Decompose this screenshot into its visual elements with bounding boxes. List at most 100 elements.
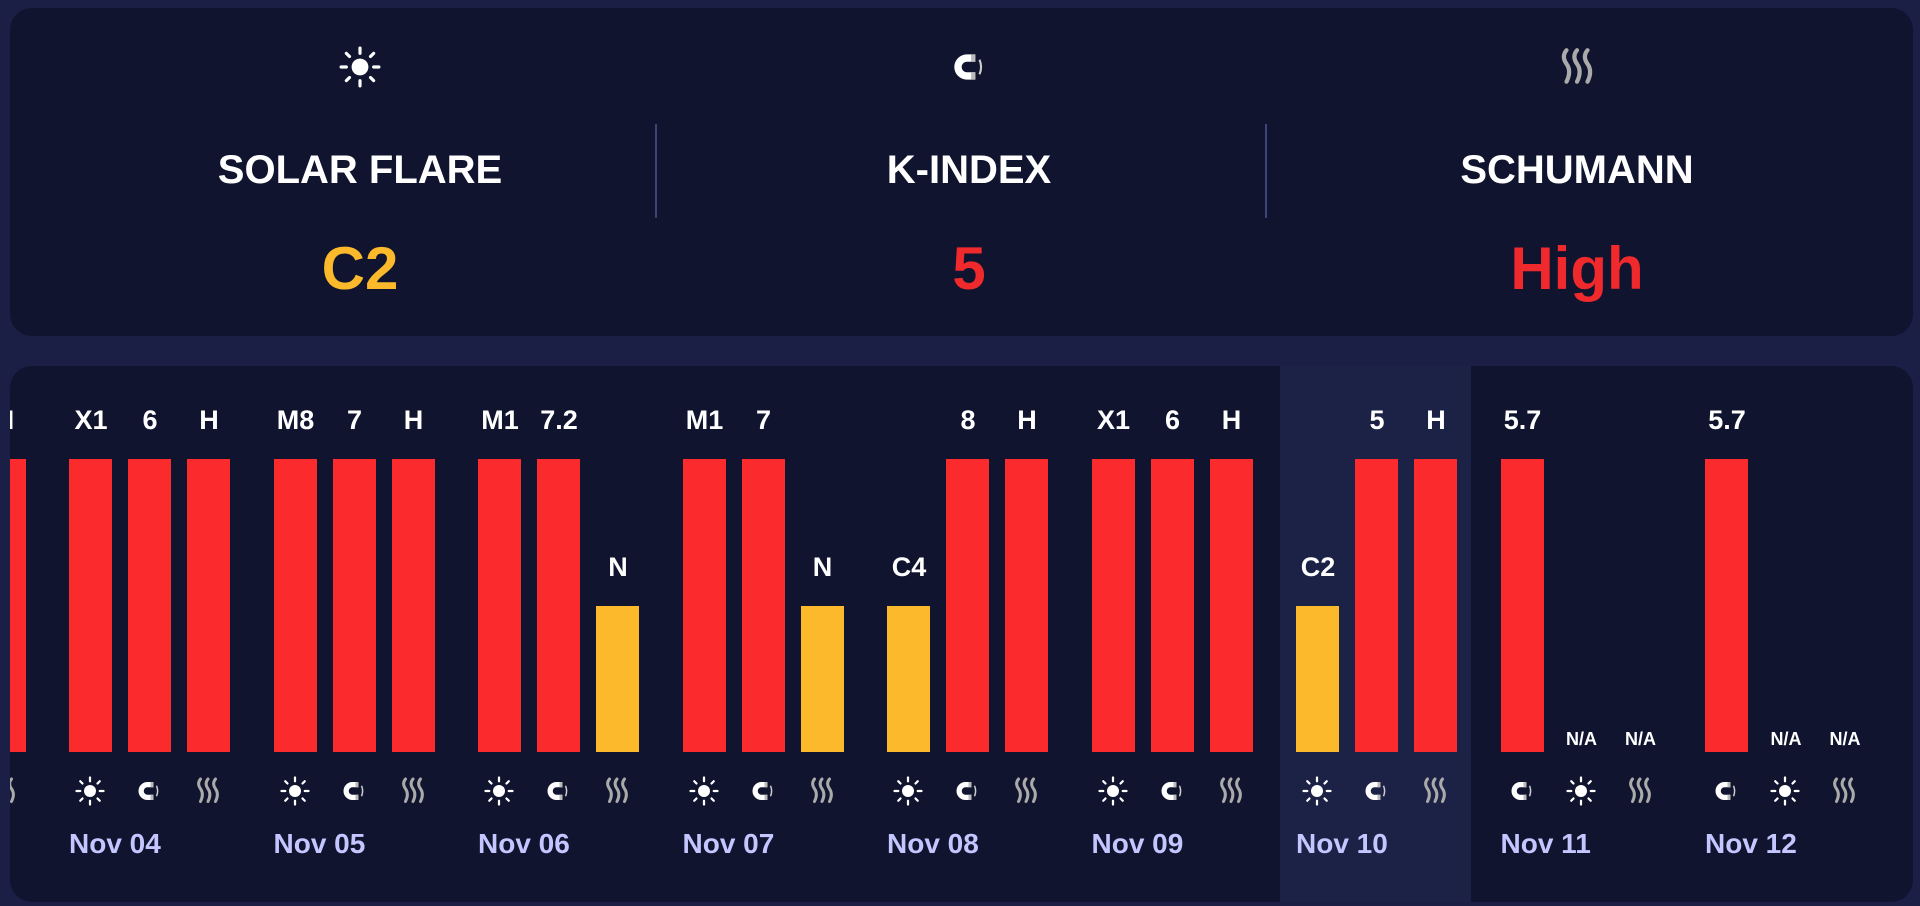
wave-icon [1556,46,1598,88]
sun-value-label: N/A [1770,729,1802,749]
wave-icon [1011,776,1041,806]
wave-bar[interactable] [187,459,230,752]
magnet-bar[interactable] [1705,459,1748,752]
sun-icon [339,46,381,88]
day-date-label[interactable]: Nov 12 [1705,828,1797,859]
daily-forecast-chart[interactable]: H X1 6 H Nov 04 M8 7 H Nov 05 M1 7.2 N Nov 06 M1 7 N Nov… [10,366,1913,902]
wave-icon [1420,776,1450,806]
magnet-value-label: 7 [755,405,772,435]
wave-bar[interactable] [10,459,26,752]
sun-value-label: M1 [685,405,724,435]
magnet-icon [339,776,369,806]
wave-value-label: N [608,551,628,582]
wave-icon [193,776,223,806]
day-date-label[interactable]: Nov 04 [69,828,161,859]
wave-value-label: N/A [1829,729,1861,749]
magnet-bar[interactable] [128,459,171,752]
sun-bar[interactable] [682,459,726,752]
magnet-icon [134,776,164,806]
wave-icon [10,776,19,806]
sun-bar[interactable] [1091,459,1135,752]
schumann-title: SCHUMANN [1460,148,1694,192]
sun-icon [484,776,514,806]
magnet-bar[interactable] [537,459,580,752]
magnet-icon [543,776,573,806]
wave-bar[interactable] [1209,459,1253,752]
sun-bar[interactable] [1296,605,1339,752]
day-date-label[interactable]: Nov 06 [478,828,570,859]
solar-flare-value: C2 [321,235,399,302]
sun-icon [1565,776,1596,806]
magnet-icon [952,776,982,806]
wave-value-label: H [1221,405,1242,435]
divider [1265,124,1267,218]
sun-icon [1302,776,1332,806]
wave-bar[interactable] [1414,459,1457,752]
day-date-label[interactable]: Nov 11 [1500,828,1591,859]
day-date-label[interactable]: Nov 07 [682,828,775,859]
sun-value-label: X1 [1096,405,1131,435]
sun-value-label: X1 [74,405,108,435]
magnet-icon [1157,776,1187,806]
wave-bar[interactable] [596,605,639,752]
k-index-title: K-INDEX [886,148,1052,192]
sun-icon [1770,776,1800,806]
k-index-value: 5 [952,235,986,302]
magnet-bar[interactable] [1150,459,1194,752]
wave-value-label: H [403,405,424,435]
magnet-icon [1361,776,1391,806]
sun-value-label: C4 [891,551,927,582]
magnet-value-label: 5 [1369,405,1385,435]
wave-value-label: H [1426,405,1446,435]
wave-icon [1216,776,1246,806]
sun-value-label: M1 [481,405,519,435]
sun-bar[interactable] [273,459,317,752]
wave-value-label: H [10,405,45,435]
magnet-value-label: 6 [1164,405,1181,435]
wave-bar[interactable] [800,605,844,752]
sun-icon [893,776,923,806]
sun-icon [688,776,719,806]
solar-flare-title: SOLAR FLARE [217,148,503,192]
day-date-label[interactable]: Nov 08 [887,828,979,859]
sun-icon [75,776,105,806]
magnet-bar[interactable] [741,459,785,752]
day-date-label[interactable]: Nov 10 [1296,828,1388,859]
magnet-value-label: 6 [142,405,158,435]
solar-flare-summary: SOLAR FLARE C2 [60,8,660,336]
wave-value-label: N [812,551,833,582]
magnet-icon [748,776,778,806]
wave-icon [398,776,428,806]
schumann-value: High [1510,235,1644,302]
day-date-label[interactable]: Nov 09 [1091,828,1184,859]
magnet-bar[interactable] [332,459,376,752]
sun-value-label: C2 [1300,551,1336,582]
magnet-bar[interactable] [1500,459,1544,752]
wave-icon [602,776,632,806]
current-conditions-card: SOLAR FLARE C2 K-INDEX 5 SCHUMANN High [10,8,1913,336]
sun-bar[interactable] [887,605,930,752]
sun-icon [279,776,310,806]
magnet-bar[interactable] [946,459,989,752]
wave-icon [1625,776,1655,806]
sun-value-label: N/A [1566,729,1597,749]
wave-value-label: H [1017,405,1037,435]
wave-bar[interactable] [1005,459,1048,752]
wave-value-label: H [199,405,219,435]
day-date-label[interactable]: Nov 05 [273,828,366,859]
schumann-summary: SCHUMANN High [1277,8,1877,336]
divider [655,124,657,218]
magnet-icon [1507,776,1537,806]
magnet-icon [1711,776,1741,806]
sun-bar[interactable] [478,459,521,752]
magnet-bar[interactable] [1355,459,1398,752]
wave-icon [1829,776,1859,806]
magnet-value-label: 7 [346,405,363,435]
magnet-value-label: 5.7 [1503,405,1542,435]
magnet-icon [948,46,990,88]
magnet-value-label: 5.7 [1708,405,1746,435]
wave-bar[interactable] [391,459,435,752]
sun-bar[interactable] [69,459,112,752]
wave-value-label: N/A [1625,729,1656,749]
k-index-summary: K-INDEX 5 [669,8,1269,336]
